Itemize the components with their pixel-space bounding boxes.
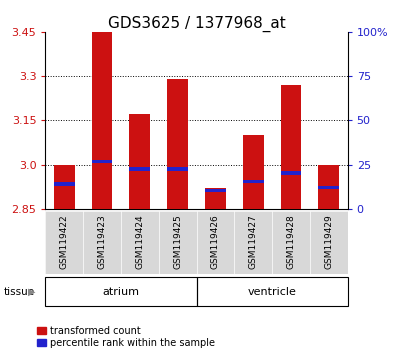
Text: GSM119425: GSM119425 (173, 214, 182, 269)
Text: tissue: tissue (4, 286, 35, 297)
Bar (280, 85, 301, 209)
Bar (205, 188, 226, 209)
Text: ventricle: ventricle (248, 286, 297, 297)
Bar (243, 135, 263, 209)
Bar (54, 165, 75, 209)
Bar (92, 32, 113, 209)
Text: GSM119423: GSM119423 (98, 214, 107, 269)
Bar (92, 160, 113, 164)
Text: GSM119422: GSM119422 (60, 214, 69, 269)
Title: GDS3625 / 1377968_at: GDS3625 / 1377968_at (108, 16, 286, 32)
Text: GSM119428: GSM119428 (286, 214, 295, 269)
Text: GSM119429: GSM119429 (324, 214, 333, 269)
Bar (167, 79, 188, 209)
Bar (167, 167, 188, 171)
Text: atrium: atrium (102, 286, 139, 297)
Bar (280, 171, 301, 175)
Text: GSM119426: GSM119426 (211, 214, 220, 269)
Bar (54, 182, 75, 185)
Legend: transformed count, percentile rank within the sample: transformed count, percentile rank withi… (36, 325, 216, 349)
Bar (130, 167, 150, 171)
Bar (318, 165, 339, 209)
Bar (318, 186, 339, 189)
Bar (130, 114, 150, 209)
Bar (243, 180, 263, 183)
Text: GSM119427: GSM119427 (249, 214, 258, 269)
Text: GSM119424: GSM119424 (135, 214, 144, 269)
Text: ▶: ▶ (28, 286, 36, 297)
Bar (205, 189, 226, 192)
